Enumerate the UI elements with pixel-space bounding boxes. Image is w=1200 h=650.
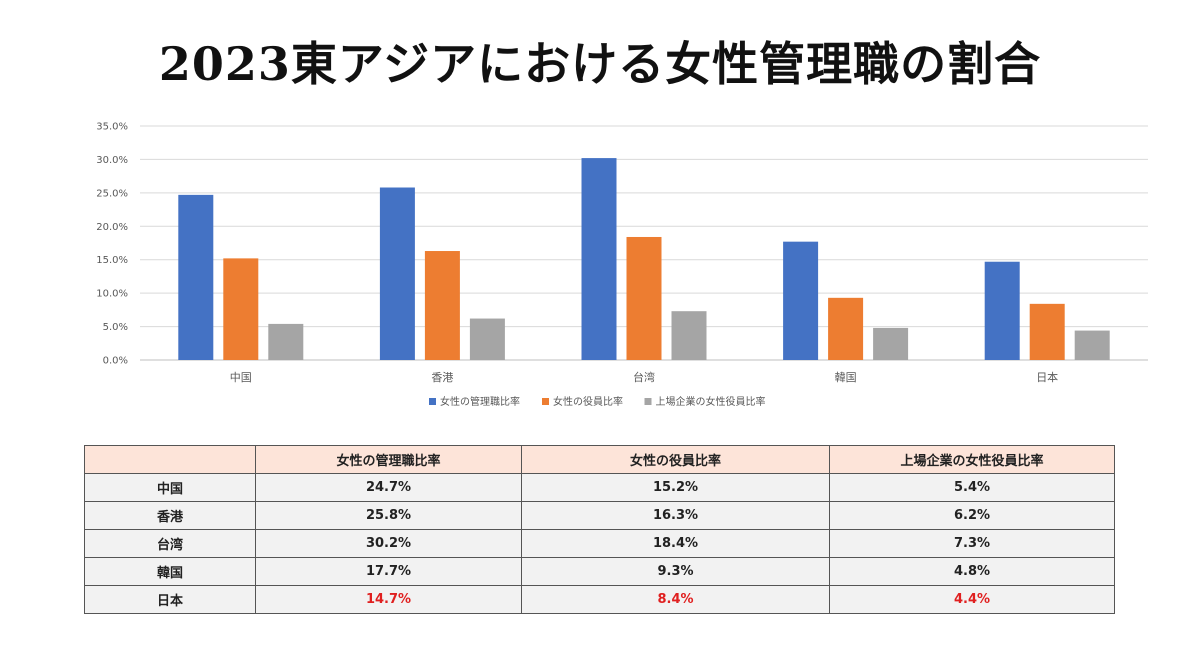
table-header-row: 女性の管理職比率 女性の役員比率 上場企業の女性役員比率: [84, 445, 1115, 474]
table-cell: 7.3%: [829, 529, 1115, 558]
table-cell-highlight: 8.4%: [521, 585, 830, 614]
table-row: 日本 14.7% 8.4% 4.4%: [84, 585, 1115, 614]
bar: [223, 258, 259, 360]
bar: [424, 251, 460, 360]
legend-label: 女性の管理職比率: [440, 395, 520, 408]
legend-swatch: [542, 398, 549, 405]
x-category-label: 中国: [230, 371, 252, 384]
table-header-corner: [84, 445, 256, 474]
table-cell: 16.3%: [521, 501, 830, 530]
table-cell: 9.3%: [521, 557, 830, 586]
table-cell-highlight: 14.7%: [255, 585, 522, 614]
x-axis: 中国 香港 台湾 韓国 日本: [230, 370, 1058, 384]
y-axis: 0.0% 5.0% 10.0% 15.0% 20.0% 25.0% 30.0% 35.0%: [96, 122, 128, 367]
table-cell: 25.8%: [255, 501, 522, 530]
table-cell: 5.4%: [829, 473, 1115, 502]
y-tick-label: 10.0%: [96, 289, 128, 300]
y-tick-label: 30.0%: [96, 155, 128, 166]
legend-label: 女性の役員比率: [553, 395, 623, 408]
bar: [379, 187, 415, 360]
row-label: 中国: [84, 473, 256, 502]
legend: 女性の管理職比率 女性の役員比率 上場企業の女性役員比率: [429, 395, 766, 408]
table-header: 上場企業の女性役員比率: [829, 445, 1115, 474]
bars: [178, 158, 1110, 360]
y-tick-label: 20.0%: [96, 222, 128, 233]
row-label: 韓国: [84, 557, 256, 586]
table-cell: 30.2%: [255, 529, 522, 558]
row-label: 香港: [84, 501, 256, 530]
data-table: 女性の管理職比率 女性の役員比率 上場企業の女性役員比率 中国 24.7% 15…: [84, 445, 1115, 614]
table-header: 女性の役員比率: [521, 445, 830, 474]
bar: [671, 311, 707, 360]
y-tick-label: 35.0%: [96, 122, 128, 133]
table-row: 中国 24.7% 15.2% 5.4%: [84, 473, 1115, 502]
table-cell: 17.7%: [255, 557, 522, 586]
table-cell: 4.8%: [829, 557, 1115, 586]
x-category-label: 日本: [1036, 370, 1058, 384]
bar-chart: 0.0% 5.0% 10.0% 15.0% 20.0% 25.0% 30.0% 35.0% 中…: [96, 122, 1148, 408]
table-cell: 18.4%: [521, 529, 830, 558]
bar: [783, 241, 819, 360]
bar: [581, 158, 617, 360]
table-row: 韓国 17.7% 9.3% 4.8%: [84, 557, 1115, 586]
table-cell-highlight: 4.4%: [829, 585, 1115, 614]
bar: [984, 261, 1020, 360]
bar: [268, 323, 304, 360]
table-row: 香港 25.8% 16.3% 6.2%: [84, 501, 1115, 530]
table-header: 女性の管理職比率: [255, 445, 522, 474]
x-category-label: 香港: [431, 371, 453, 384]
chart-title: 2023東アジアにおける女性管理職の割合: [158, 37, 1042, 91]
legend-swatch: [644, 398, 652, 405]
table-row: 台湾 30.2% 18.4% 7.3%: [84, 529, 1115, 558]
y-tick-label: 25.0%: [96, 188, 128, 199]
bar: [1074, 330, 1110, 360]
y-tick-label: 15.0%: [96, 255, 128, 266]
x-category-label: 韓国: [835, 371, 857, 384]
row-label: 日本: [84, 585, 256, 614]
y-tick-label: 5.0%: [103, 322, 128, 333]
bar: [626, 236, 662, 360]
legend-label: 上場企業の女性役員比率: [656, 395, 766, 408]
row-label: 台湾: [84, 529, 256, 558]
bar: [1029, 303, 1065, 360]
legend-swatch: [429, 398, 436, 405]
bar: [469, 318, 505, 360]
table-cell: 15.2%: [521, 473, 830, 502]
x-category-label: 台湾: [633, 370, 655, 384]
table-cell: 24.7%: [255, 473, 522, 502]
y-tick-label: 0.0%: [103, 356, 128, 367]
table-cell: 6.2%: [829, 501, 1115, 530]
bar: [178, 194, 214, 360]
bar: [828, 297, 864, 360]
bar: [873, 327, 909, 360]
